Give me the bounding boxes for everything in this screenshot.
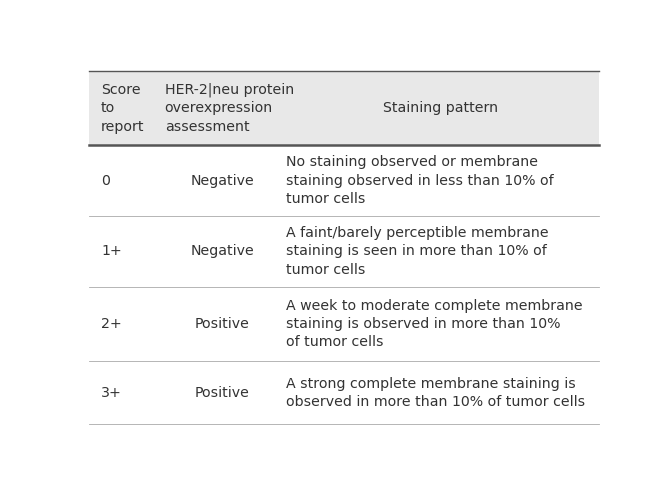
Text: Score
to
report: Score to report [101, 83, 144, 133]
Text: 0: 0 [101, 174, 110, 188]
Text: Staining pattern: Staining pattern [383, 101, 498, 115]
Text: 3+: 3+ [101, 386, 122, 400]
Text: A week to moderate complete membrane
staining is observed in more than 10%
of tu: A week to moderate complete membrane sta… [285, 299, 582, 349]
Bar [89, 71, 599, 145]
Text: Positive: Positive [195, 317, 250, 331]
Text: 1+: 1+ [101, 245, 122, 258]
Text: A strong complete membrane staining is
observed in more than 10% of tumor cells: A strong complete membrane staining is o… [285, 376, 584, 409]
Text: Positive: Positive [195, 386, 250, 400]
Text: No staining observed or membrane
staining observed in less than 10% of
tumor cel: No staining observed or membrane stainin… [285, 155, 553, 206]
Text: 2+: 2+ [101, 317, 122, 331]
Text: A faint/barely perceptible membrane
staining is seen in more than 10% of
tumor c: A faint/barely perceptible membrane stai… [285, 226, 548, 277]
Text: Negative: Negative [190, 245, 255, 258]
Text: Negative: Negative [190, 174, 255, 188]
Text: HER-2|neu protein
overexpression
assessment: HER-2|neu protein overexpression assessm… [165, 82, 294, 134]
